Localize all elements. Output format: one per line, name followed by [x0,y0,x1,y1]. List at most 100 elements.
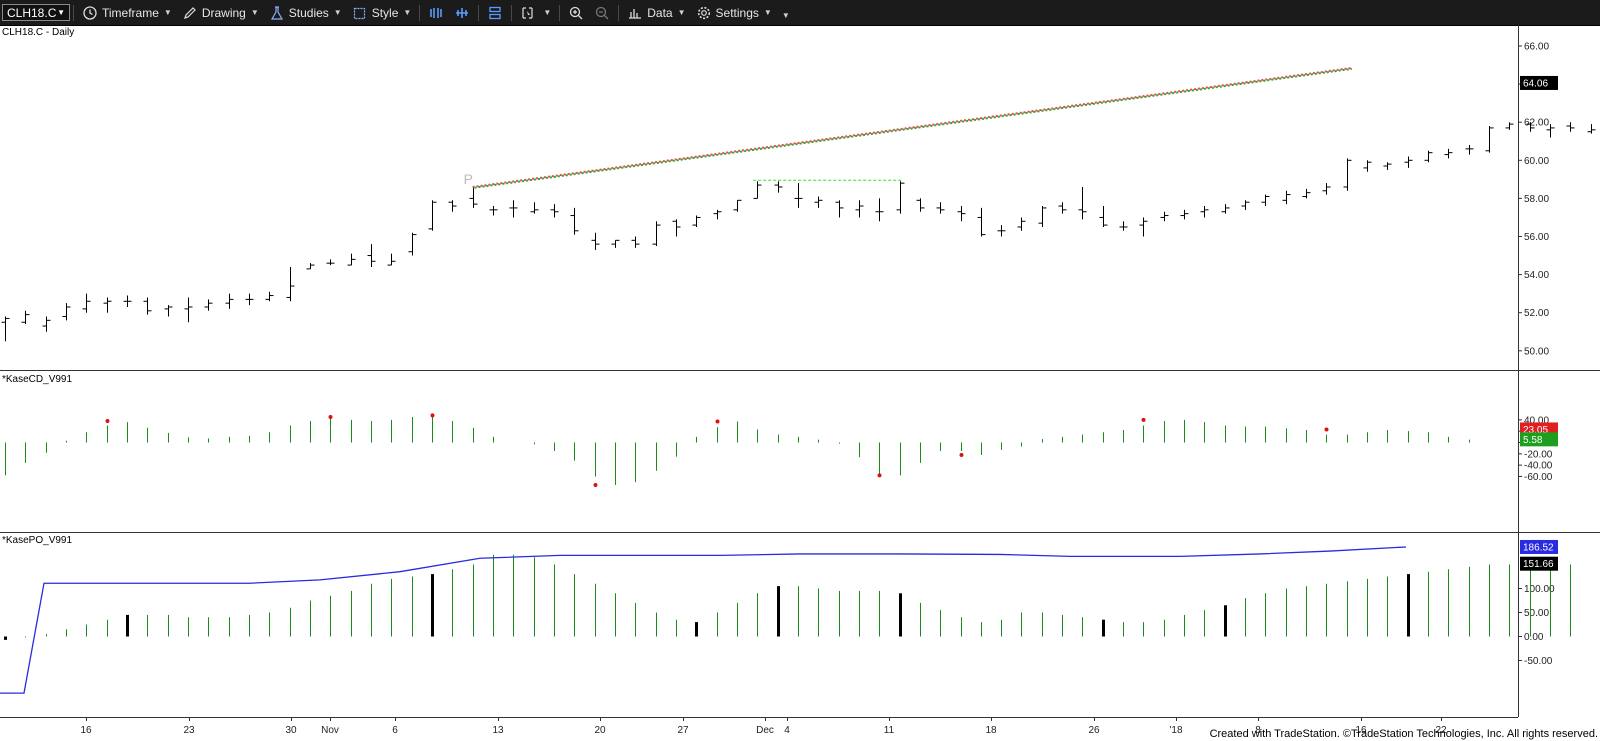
zoom-bars-out-button[interactable] [423,0,449,25]
time-tick-label: 6 [392,725,398,736]
price-bar [1444,148,1453,159]
zoom-in-button[interactable] [563,0,589,25]
price-bar [855,200,864,218]
zoom-out-button[interactable] [589,0,615,25]
divider [559,4,561,21]
bar-chart-icon [627,5,643,21]
price-bar [916,198,925,212]
chevron-down-icon: ▼ [403,8,412,17]
price-bar [448,200,457,212]
settings-button[interactable]: Settings ▼ [691,0,777,25]
studies-label: Studies [288,5,329,20]
copyright-footer: Created with TradeStation. ©TradeStation… [1209,728,1598,740]
price-bar [774,181,783,193]
price-bar [1078,186,1087,220]
cursor-button[interactable]: ▼ [515,0,556,25]
time-tick-label: 27 [677,725,689,736]
price-bar [367,244,376,267]
price-bar [875,198,884,222]
price-bar [713,209,722,220]
time-tick-label: 18 [985,725,997,736]
price-bar [408,232,417,256]
chart-layout-button[interactable] [482,0,508,25]
price-tick-label: 50.00 [1524,346,1549,357]
price-bar [265,291,274,302]
price-bar [977,207,986,237]
price-tick-label: 56.00 [1524,232,1549,243]
chart-canvas[interactable]: 66.0064.0062.0060.0058.0056.0054.0052.00… [0,25,1600,741]
pattern-label: P [464,171,473,187]
price-bar [1465,145,1474,155]
last-price-label: 64.06 [1523,78,1548,89]
zoom-out-icon [594,5,610,21]
price-bar [550,204,559,218]
price-bar [530,202,539,214]
price-bar [1017,217,1026,231]
clock-icon [82,5,98,21]
more-button[interactable]: ▼ [777,0,795,25]
price-bar [62,303,71,321]
po-tick-label: 0.00 [1524,632,1544,643]
price-bar [1343,158,1352,191]
price-bar [936,202,945,214]
drawing-button[interactable]: Drawing ▼ [177,0,264,25]
time-tick-label: '18 [1169,725,1182,736]
price-bar [1180,209,1189,220]
price-bar [509,200,518,218]
style-label: Style [371,5,399,20]
price-bar [1038,206,1047,227]
price-tick-label: 66.00 [1524,42,1549,53]
divider [511,4,513,21]
price-bar [1322,183,1331,195]
chevron-down-icon: ▼ [163,8,172,17]
time-tick-label: 23 [183,725,195,736]
price-bar [997,225,1006,237]
time-tick-label: 22 [1435,725,1447,736]
price-bar [387,253,396,266]
price-bar [1526,122,1535,132]
price-bar [42,316,51,332]
studies-button[interactable]: Studies ▼ [264,0,347,25]
chevron-down-icon: ▼ [763,8,772,17]
price-bar [1424,150,1433,163]
symbol-selector[interactable]: CLH18.C ▼ [2,4,70,21]
price-bar [1160,211,1169,222]
price-bar [835,200,844,218]
price-bar [225,293,234,309]
price-bar [692,215,701,227]
cursor-icon [520,5,538,21]
price-bar [814,196,823,208]
bars-expand-icon [454,5,470,21]
price-bar [469,186,478,208]
time-tick-label: Dec [756,725,774,736]
kasecd-peak-marker [959,452,964,457]
price-bar [1383,162,1392,170]
price-bar [1404,156,1413,168]
cd-tick-label: 40.00 [1524,415,1549,426]
zoom-bars-in-button[interactable] [449,0,475,25]
divider [419,4,421,21]
kasecd-value-label: 23.05 [1523,425,1548,436]
time-tick-label: 8 [1255,725,1261,736]
kasecd-pane-title: *KaseCD_V991 [2,374,73,385]
price-tick-label: 54.00 [1524,270,1549,281]
price-bar [326,259,335,266]
timeframe-button[interactable]: Timeframe ▼ [77,0,177,25]
kasecd-peak-marker [430,413,435,418]
chevron-down-icon: ▼ [333,8,342,17]
kasecd-peak-marker [715,419,720,424]
kasecd-value-label: 5.58 [1523,435,1543,446]
price-bar [347,253,356,266]
divider [618,4,620,21]
gear-icon [696,5,712,21]
bars-compress-icon [428,5,444,21]
price-bar [1241,200,1250,210]
style-button[interactable]: Style ▼ [347,0,417,25]
time-tick-label: 26 [1088,725,1100,736]
price-bar [1099,206,1108,227]
price-bar [733,199,742,212]
data-button[interactable]: Data ▼ [622,0,690,25]
chevron-down-icon: ▼ [57,8,65,17]
price-bar [1505,122,1514,130]
po-tick-label: 50.00 [1524,608,1549,619]
